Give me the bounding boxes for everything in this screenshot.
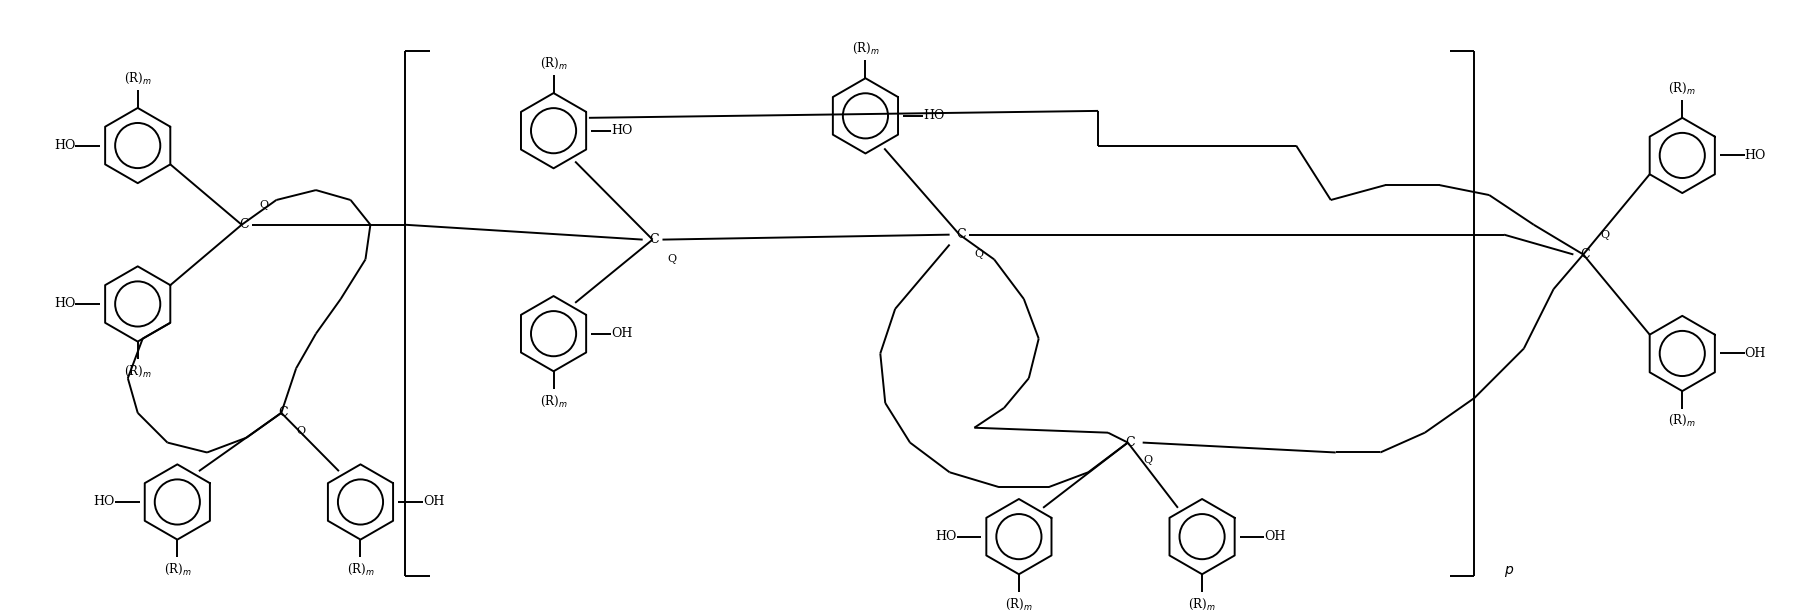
- Text: (R)$_m$: (R)$_m$: [164, 562, 191, 577]
- Text: (R)$_m$: (R)$_m$: [124, 364, 151, 379]
- Text: Q: Q: [1600, 230, 1609, 240]
- Text: HO: HO: [55, 297, 75, 310]
- Text: (R)$_m$: (R)$_m$: [1669, 413, 1696, 428]
- Text: C: C: [1580, 248, 1591, 261]
- Text: Q: Q: [668, 255, 677, 264]
- Text: HO: HO: [923, 110, 945, 122]
- Text: Q: Q: [976, 250, 985, 259]
- Text: (R)$_m$: (R)$_m$: [1005, 596, 1032, 611]
- Text: (R)$_m$: (R)$_m$: [346, 562, 375, 577]
- Text: (R)$_m$: (R)$_m$: [124, 70, 151, 86]
- Text: (R)$_m$: (R)$_m$: [852, 41, 879, 56]
- Text: OH: OH: [422, 496, 444, 509]
- Text: HO: HO: [935, 530, 957, 543]
- Text: C: C: [238, 218, 249, 231]
- Text: HO: HO: [612, 124, 632, 137]
- Text: C: C: [1125, 436, 1134, 449]
- Text: (R)$_m$: (R)$_m$: [1669, 81, 1696, 95]
- Text: (R)$_m$: (R)$_m$: [541, 56, 568, 71]
- Text: (R)$_m$: (R)$_m$: [1188, 596, 1216, 611]
- Text: Q: Q: [1143, 455, 1152, 465]
- Text: HO: HO: [1745, 149, 1765, 162]
- Text: HO: HO: [55, 139, 75, 152]
- Text: Q: Q: [297, 426, 306, 436]
- Text: C: C: [957, 228, 966, 241]
- Text: OH: OH: [612, 327, 632, 340]
- Text: C: C: [278, 406, 288, 419]
- Text: $p$: $p$: [1503, 564, 1514, 579]
- Text: (R)$_m$: (R)$_m$: [541, 394, 568, 409]
- Text: OH: OH: [1745, 347, 1765, 360]
- Text: OH: OH: [1265, 530, 1287, 543]
- Text: Q: Q: [258, 200, 268, 210]
- Text: HO: HO: [93, 496, 115, 509]
- Text: C: C: [650, 233, 659, 246]
